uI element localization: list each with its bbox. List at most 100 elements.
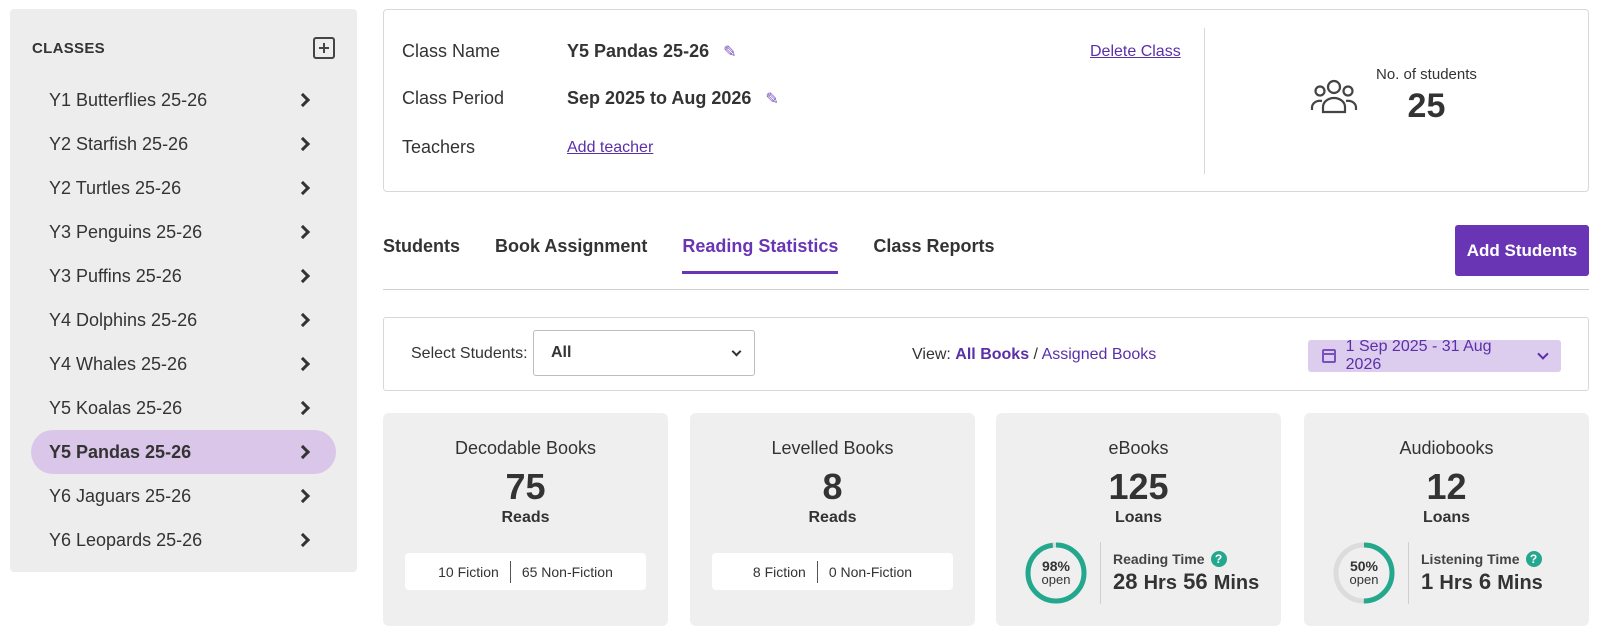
- view-separator: /: [1033, 346, 1038, 363]
- class-item-label: Y3 Penguins 25-26: [49, 221, 203, 242]
- donut-chart: [1333, 542, 1395, 604]
- class-item[interactable]: Y1 Butterflies 25-26: [31, 78, 336, 122]
- reading-time-label: Reading Time: [1113, 551, 1205, 567]
- time-divider: [1408, 542, 1409, 604]
- tab-students[interactable]: Students: [383, 236, 461, 256]
- audiobooks-card: Audiobooks 12 Loans 50% open Listening T…: [1304, 413, 1589, 626]
- chevron-down-icon: [731, 346, 742, 356]
- chevron-right-icon: [295, 136, 311, 152]
- chevron-right-icon: [295, 444, 311, 460]
- card-value: 8: [822, 466, 843, 507]
- listening-time-title: Listening Time ?: [1421, 551, 1543, 567]
- chevron-right-icon: [295, 224, 311, 240]
- view-toggle: View: All Books / Assigned Books: [912, 346, 1156, 364]
- decodable-books-card: Decodable Books 75 Reads 10 Fiction 65 N…: [383, 413, 668, 626]
- teachers-label: Teachers: [402, 137, 476, 157]
- students-count-label: No. of students: [1376, 66, 1477, 83]
- select-students-dropdown[interactable]: All: [533, 330, 755, 376]
- students-count-value: 25: [1407, 87, 1446, 125]
- edit-pencil-icon[interactable]: ✎: [723, 43, 737, 61]
- date-range-picker[interactable]: 1 Sep 2025 - 31 Aug 2026: [1308, 338, 1561, 373]
- class-item[interactable]: Y6 Leopards 25-26: [31, 518, 336, 562]
- card-unit: Loans: [1114, 509, 1163, 526]
- split-divider: [509, 560, 511, 583]
- view-all-books[interactable]: All Books: [955, 346, 1030, 363]
- chevron-right-icon: [295, 312, 311, 328]
- class-item[interactable]: Y5 Koalas 25-26: [31, 386, 336, 430]
- sidebar-header: CLASSES: [32, 35, 335, 61]
- nonfiction-count: 0 Non-Fiction: [828, 563, 913, 580]
- open-percentage: 50%: [1349, 558, 1379, 574]
- class-item[interactable]: Y2 Starfish 25-26: [31, 122, 336, 166]
- open-rate-donut: 50% open: [1332, 541, 1396, 605]
- minutes-unit: Mins: [1497, 572, 1543, 594]
- card-unit: Reads: [808, 509, 857, 526]
- card-title: Audiobooks: [1399, 438, 1494, 458]
- listening-time-value: 1 Hrs 6 Mins: [1421, 569, 1543, 595]
- card-value: 12: [1426, 466, 1467, 507]
- class-item-label: Y3 Puffins 25-26: [49, 265, 182, 286]
- split-divider: [816, 560, 818, 583]
- chevron-right-icon: [295, 488, 311, 504]
- help-icon[interactable]: ?: [1210, 551, 1227, 567]
- class-sidebar: CLASSES Y1 Butterflies 25-26 Y2 Starfish…: [10, 9, 357, 572]
- chevron-right-icon: [295, 180, 311, 196]
- delete-class-link[interactable]: Delete Class: [1090, 43, 1181, 60]
- help-icon[interactable]: ?: [1525, 551, 1542, 567]
- class-name-value: Y5 Pandas 25-26: [567, 41, 710, 61]
- class-item[interactable]: Y4 Whales 25-26: [31, 342, 336, 386]
- class-name-label: Class Name: [402, 41, 501, 61]
- sidebar-title: CLASSES: [32, 39, 105, 57]
- class-item-label: Y5 Pandas 25-26: [49, 441, 192, 462]
- open-percentage: 98%: [1041, 558, 1071, 574]
- listening-time-label: Listening Time: [1421, 551, 1520, 567]
- reading-time-value: 28 Hrs 56 Mins: [1113, 569, 1259, 595]
- students-count-box: No. of students 25: [1376, 66, 1477, 126]
- class-item[interactable]: Y4 Dolphins 25-26: [31, 298, 336, 342]
- donut-label: 50% open: [1332, 541, 1396, 605]
- class-item-label: Y4 Dolphins 25-26: [49, 309, 198, 330]
- info-divider: [1204, 28, 1205, 174]
- tab-class-reports[interactable]: Class Reports: [873, 236, 995, 256]
- add-students-button[interactable]: Add Students: [1455, 225, 1589, 276]
- card-title: Decodable Books: [454, 438, 597, 458]
- hours-value: 28: [1113, 569, 1138, 594]
- class-list: Y1 Butterflies 25-26 Y2 Starfish 25-26 Y…: [31, 78, 336, 562]
- students-count: No. of students 25: [1310, 66, 1477, 126]
- reading-time-row: 98% open Reading Time ? 28 Hrs 56 Mins: [1024, 541, 1259, 605]
- class-item-active[interactable]: Y5 Pandas 25-26: [31, 430, 336, 474]
- tab-book-assignment[interactable]: Book Assignment: [495, 236, 648, 256]
- edit-pencil-icon[interactable]: ✎: [765, 90, 779, 108]
- minutes-unit: Mins: [1213, 572, 1260, 594]
- class-item[interactable]: Y6 Jaguars 25-26: [31, 474, 336, 518]
- chevron-right-icon: [295, 356, 311, 372]
- reading-time-info: Reading Time ? 28 Hrs 56 Mins: [1113, 551, 1259, 595]
- class-item[interactable]: Y3 Puffins 25-26: [31, 254, 336, 298]
- time-divider: [1100, 542, 1101, 604]
- class-period-row: Class Period Sep 2025 to Aug 2026 ✎: [402, 88, 779, 109]
- open-label: open: [1041, 572, 1071, 587]
- fiction-count: 10 Fiction: [438, 563, 499, 580]
- open-label: open: [1349, 572, 1379, 587]
- tab-reading-statistics[interactable]: Reading Statistics: [682, 236, 839, 274]
- select-students-value: All: [551, 344, 572, 361]
- open-rate-donut: 98% open: [1024, 541, 1088, 605]
- class-item-label: Y2 Starfish 25-26: [49, 133, 189, 154]
- view-assigned-books[interactable]: Assigned Books: [1041, 346, 1157, 363]
- chevron-down-icon: [1537, 348, 1549, 360]
- hours-unit: Hrs: [1439, 572, 1473, 594]
- card-unit: Loans: [1422, 509, 1471, 526]
- hours-value: 1: [1421, 569, 1434, 594]
- class-item[interactable]: Y3 Penguins 25-26: [31, 210, 336, 254]
- nonfiction-count: 65 Non-Fiction: [521, 563, 613, 580]
- teachers-row: Teachers Add teacher: [402, 137, 653, 158]
- class-item[interactable]: Y2 Turtles 25-26: [31, 166, 336, 210]
- class-item-label: Y6 Leopards 25-26: [49, 529, 203, 550]
- plus-square-icon[interactable]: [313, 37, 335, 59]
- add-teacher-link[interactable]: Add teacher: [567, 138, 654, 156]
- date-range-value: 1 Sep 2025 - 31 Aug 2026: [1345, 338, 1492, 373]
- fiction-count: 8 Fiction: [752, 563, 806, 580]
- ebooks-card: eBooks 125 Loans 98% open Reading Time ?…: [996, 413, 1281, 626]
- donut-chart: [1025, 542, 1087, 604]
- view-label: View:: [912, 346, 951, 363]
